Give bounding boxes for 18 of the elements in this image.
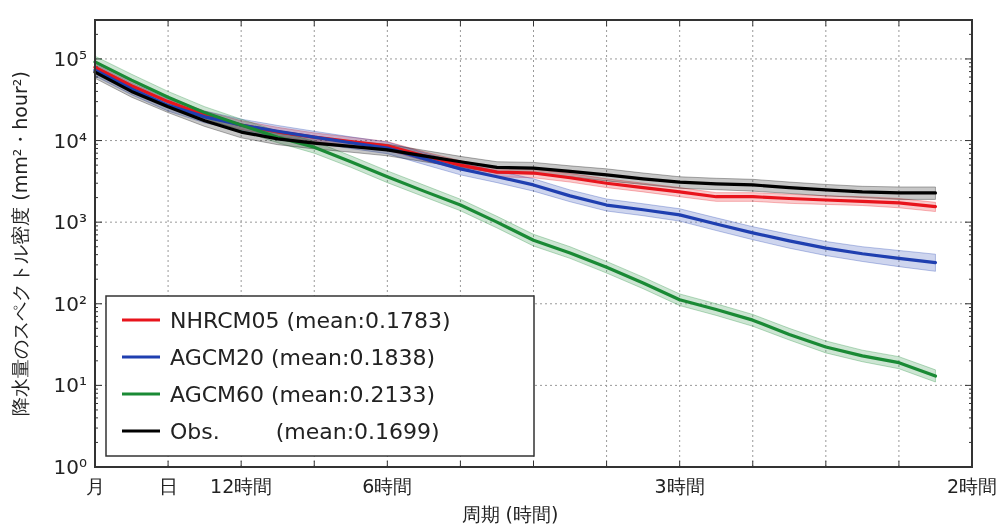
x-tick-label: 12時間 — [210, 475, 273, 497]
y-tick-label: 10⁰ — [53, 455, 87, 479]
x-tick-label: 月 — [85, 475, 105, 497]
y-tick-label: 10¹ — [53, 373, 87, 398]
x-tick-label: 6時間 — [362, 475, 413, 497]
x-tick-label: 2時間 — [946, 475, 998, 497]
y-tick-label: 10⁵ — [53, 46, 87, 71]
x-axis-title: 周期 (時間) — [461, 503, 559, 525]
x-tick-label: 日 — [158, 475, 178, 497]
y-axis-title: 降水量のスペクトル密度 (mm²・hour²) — [9, 71, 31, 416]
x-tick-label: 3時間 — [654, 475, 705, 497]
legend-label: AGCM60 (mean:0.2133) — [170, 382, 435, 407]
legend-label: NHRCM05 (mean:0.1783) — [170, 308, 451, 333]
legend-label: AGCM20 (mean:0.1838) — [170, 345, 435, 370]
y-tick-label: 10² — [53, 291, 87, 316]
y-tick-label: 10⁴ — [53, 128, 87, 153]
y-tick-label: 10³ — [53, 210, 87, 235]
legend-label: Obs. (mean:0.1699) — [170, 419, 440, 444]
